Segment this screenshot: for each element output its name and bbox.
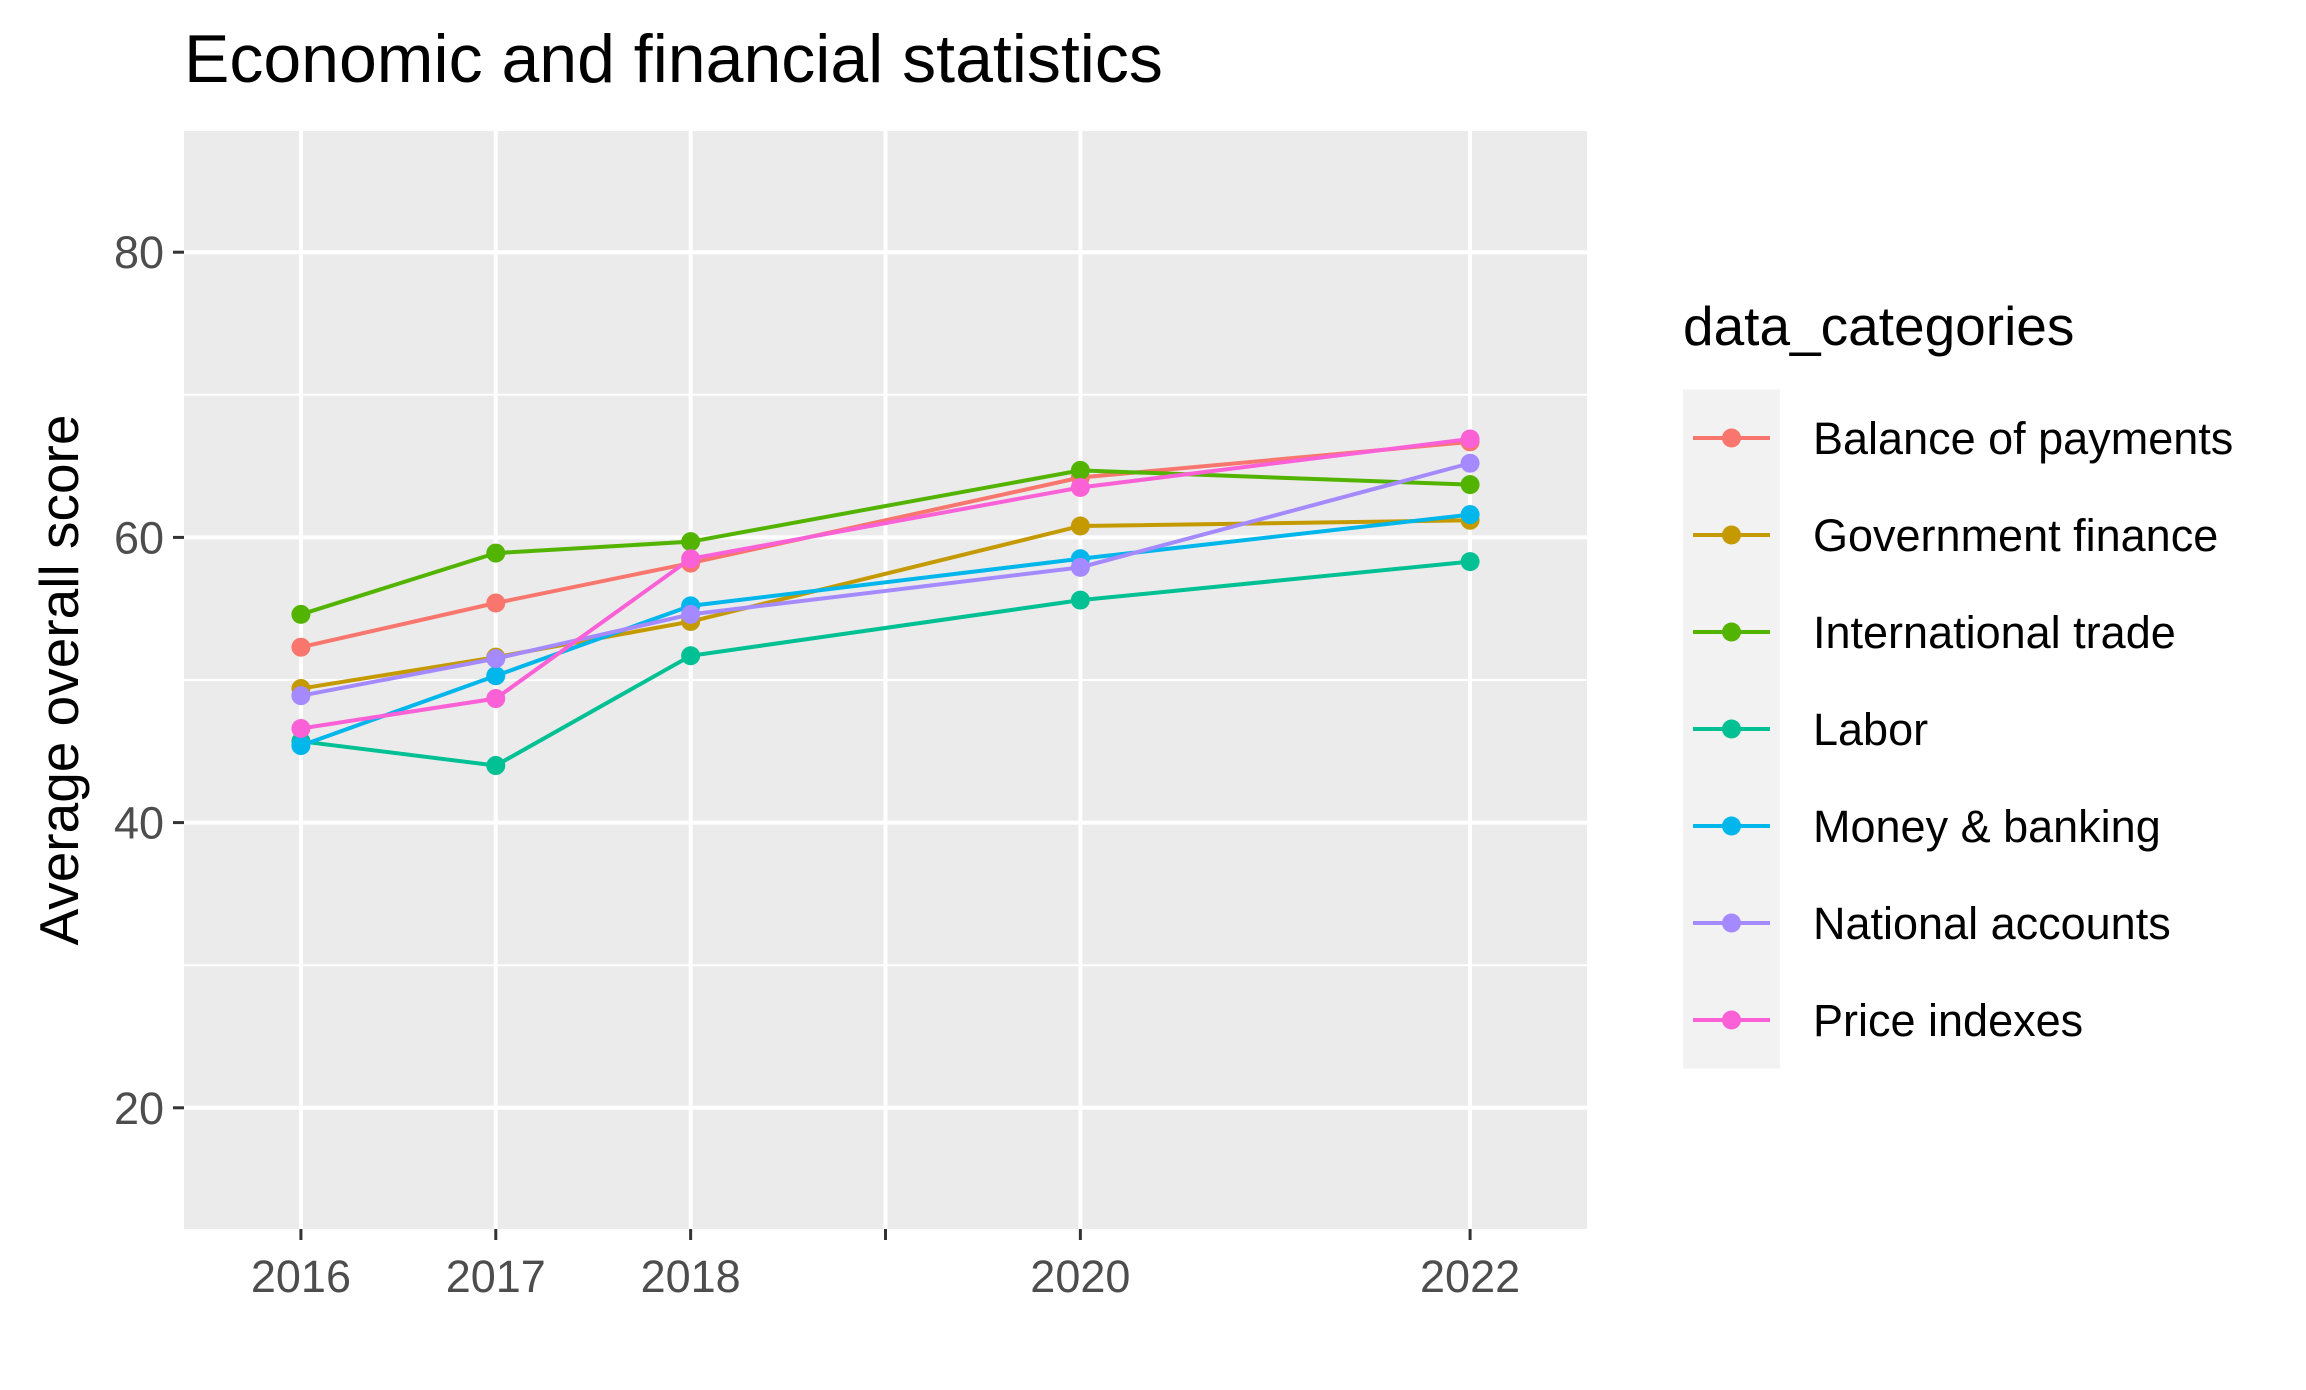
x-tick-label: 2020	[1030, 1251, 1130, 1302]
data-point	[1071, 516, 1090, 535]
x-tick-label: 2016	[251, 1251, 351, 1302]
data-point	[1461, 454, 1480, 473]
data-point	[681, 532, 700, 551]
legend: data_categories Balance of payments Gover…	[1683, 295, 2233, 1069]
data-point	[1071, 478, 1090, 497]
y-tick-label: 60	[114, 512, 164, 563]
legend-key-point	[1722, 429, 1741, 448]
legend-key-point	[1722, 817, 1741, 836]
x-tick-label: 2022	[1420, 1251, 1520, 1302]
y-axis-title: Average overall score	[28, 415, 90, 946]
data-point	[291, 638, 310, 657]
legend-key-point	[1722, 1011, 1741, 1030]
legend-key-point	[1722, 720, 1741, 739]
data-point	[1071, 461, 1090, 480]
data-point	[1071, 558, 1090, 577]
data-point	[486, 593, 505, 612]
legend-label: Government finance	[1813, 510, 2218, 561]
legend-label: National accounts	[1813, 898, 2171, 949]
x-tick-label: 2018	[641, 1251, 741, 1302]
data-point	[291, 686, 310, 705]
data-point	[1461, 430, 1480, 449]
x-axis: 2016 2017 2018 2020 2022	[251, 1229, 1520, 1302]
legend-label: Price indexes	[1813, 995, 2083, 1046]
data-point	[486, 689, 505, 708]
y-tick-label: 40	[114, 798, 164, 849]
legend-label: International trade	[1813, 607, 2176, 658]
data-point	[1461, 552, 1480, 571]
y-tick-label: 80	[114, 227, 164, 278]
legend-key-point	[1722, 914, 1741, 933]
legend-key-point	[1722, 526, 1741, 545]
data-point	[681, 605, 700, 624]
x-tick-label: 2017	[446, 1251, 546, 1302]
chart-title: Economic and financial statistics	[184, 21, 1163, 97]
data-point	[1461, 505, 1480, 524]
data-point	[486, 649, 505, 668]
data-point	[291, 605, 310, 624]
y-tick-label: 20	[114, 1083, 164, 1134]
data-point	[291, 719, 310, 738]
data-point	[1071, 591, 1090, 610]
data-point	[486, 544, 505, 563]
data-point	[291, 736, 310, 755]
legend-label: Balance of payments	[1813, 413, 2233, 464]
legend-label: Money & banking	[1813, 801, 2161, 852]
legend-label: Labor	[1813, 704, 1928, 755]
y-axis: 20 40 60 80	[114, 227, 184, 1134]
data-point	[1461, 475, 1480, 494]
legend-items: Balance of payments Government finance Int…	[1683, 390, 2233, 1069]
data-point	[486, 666, 505, 685]
legend-title: data_categories	[1683, 295, 2074, 357]
data-point	[486, 756, 505, 775]
legend-key-point	[1722, 623, 1741, 642]
data-point	[681, 549, 700, 568]
data-point	[681, 646, 700, 665]
